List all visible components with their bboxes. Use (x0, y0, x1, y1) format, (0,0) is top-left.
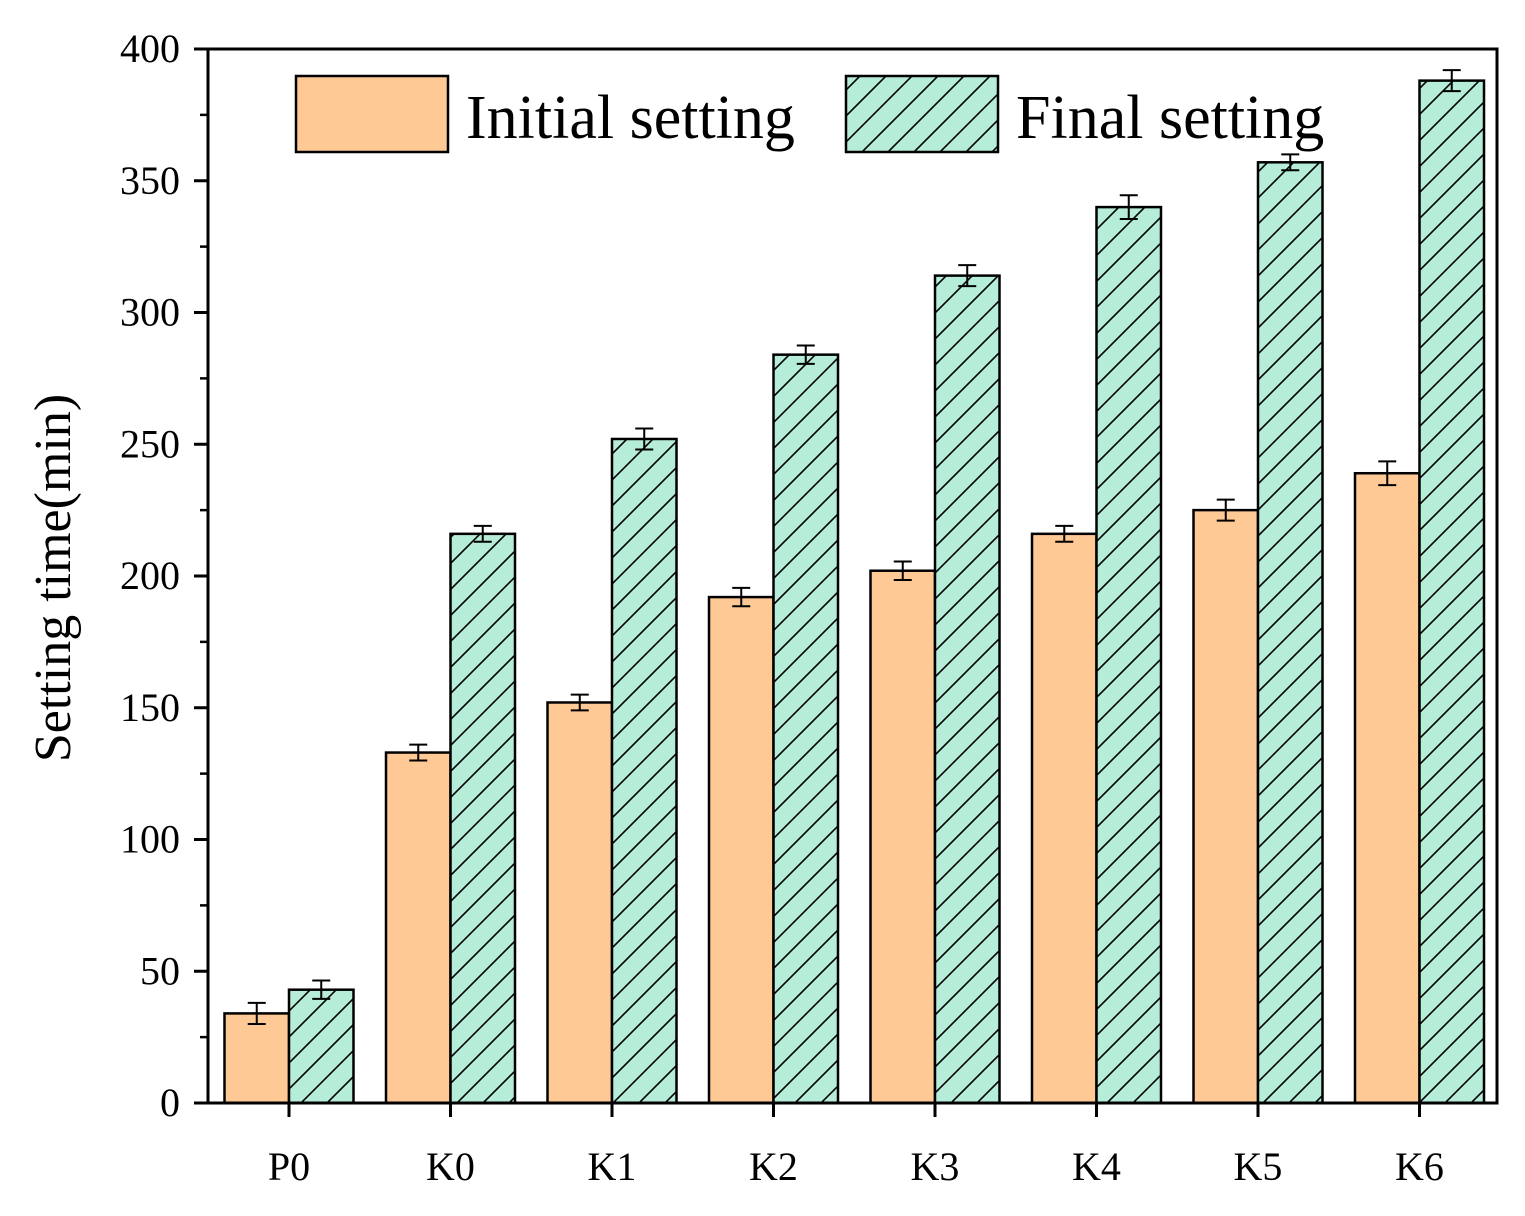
y-tick-label-200: 200 (120, 553, 180, 598)
bar-initial-setting-k1 (546, 701, 614, 1105)
x-tick-label-k5: K5 (1234, 1144, 1283, 1189)
y-tick-label-250: 250 (120, 421, 180, 466)
y-tick-label-350: 350 (120, 158, 180, 203)
bar-initial-setting-k3 (869, 569, 937, 1105)
bar-initial-setting-k6 (1353, 471, 1421, 1105)
y-tick-label-0: 0 (160, 1080, 180, 1125)
x-tick-label-p0: P0 (268, 1144, 310, 1189)
bar-initial-setting-k0 (384, 751, 452, 1105)
bar-final-setting-p0 (287, 988, 355, 1105)
bars-layer (223, 79, 1486, 1105)
bar-final-setting-k4 (1095, 205, 1163, 1105)
x-tick-label-k6: K6 (1395, 1144, 1444, 1189)
error-bars-layer (247, 69, 1461, 1025)
x-tick-label-k2: K2 (749, 1144, 798, 1189)
legend-swatch-final-setting (844, 74, 1000, 154)
x-tick-label-k0: K0 (426, 1144, 475, 1189)
y-tick-label-100: 100 (120, 817, 180, 862)
bar-final-setting-k1 (610, 437, 678, 1105)
legend: Initial setting Final setting (294, 74, 1324, 154)
bar-initial-setting-p0 (223, 1012, 291, 1105)
legend-swatch-initial-setting (294, 74, 450, 154)
bar-initial-setting-k5 (1192, 508, 1260, 1105)
y-tick-label-50: 50 (140, 948, 180, 993)
x-tick-label-k4: K4 (1072, 1144, 1121, 1189)
bar-final-setting-k6 (1418, 79, 1486, 1105)
axes-layer: 0 50 100 150 200 250 300 350 400 P0 K0 K1 K2 K3 K4 K5 K6 (120, 26, 1499, 1189)
bar-initial-setting-k4 (1030, 532, 1098, 1105)
bar-final-setting-k5 (1256, 161, 1324, 1105)
bar-initial-setting-k2 (707, 595, 775, 1105)
x-tick-label-k1: K1 (588, 1144, 637, 1189)
legend-label-initial-setting: Initial setting (466, 84, 795, 152)
legend-label-final-setting: Final setting (1016, 84, 1324, 152)
x-tick-label-k3: K3 (911, 1144, 960, 1189)
bar-final-setting-k3 (933, 274, 1001, 1105)
y-tick-label-150: 150 (120, 685, 180, 730)
bar-final-setting-k0 (449, 532, 517, 1105)
y-axis-title: Setting time(min) (25, 394, 82, 762)
y-tick-label-400: 400 (120, 26, 180, 71)
bar-final-setting-k2 (772, 353, 840, 1105)
y-tick-label-300: 300 (120, 290, 180, 335)
